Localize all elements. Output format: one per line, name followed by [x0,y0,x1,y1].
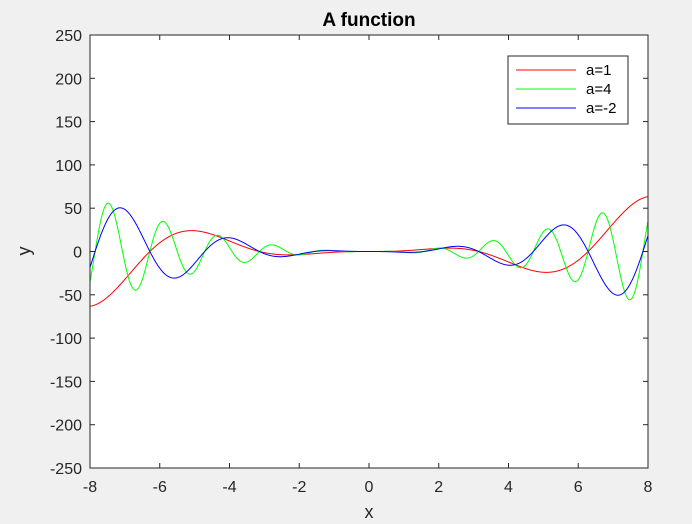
x-tick-label: -6 [153,479,167,496]
x-tick-label: -4 [222,479,236,496]
x-axis-label: x [365,502,374,522]
x-tick-label: 0 [365,479,374,496]
y-tick-label: -150 [50,374,82,391]
series-line-2 [90,207,648,296]
legend-label-2: a=-2 [586,100,616,117]
legend: a=1 a=4 a=-2 [507,55,629,125]
x-tick-label: 4 [504,479,513,496]
y-tick-label: -250 [50,461,82,478]
y-tick-label: 200 [55,71,82,88]
ticks-layer: -8 -6 -4 -2 0 2 4 6 8 -250 -200 -150 -100 -50 0 50 100 15… [50,28,653,496]
x-tick-label: -8 [83,479,97,496]
y-tick-label: 100 [55,158,82,175]
legend-label-0: a=1 [586,62,611,79]
chart-title: A function [322,10,415,31]
series-layer [90,196,648,307]
legend-box [507,55,629,125]
y-tick-label: 0 [73,245,82,262]
x-tick-label: 8 [644,479,653,496]
y-tick-label: 250 [55,28,82,45]
y-axis-label: y [14,247,34,256]
y-tick-label: 150 [55,115,82,132]
legend-label-1: a=4 [586,81,611,98]
y-tick-label: 50 [64,201,82,218]
y-tick-label: -200 [50,418,82,435]
y-tick-label: -50 [59,288,82,305]
y-tick-label: -100 [50,331,82,348]
x-tick-label: 6 [574,479,583,496]
x-tick-label: -2 [292,479,306,496]
x-tick-label: 2 [434,479,443,496]
